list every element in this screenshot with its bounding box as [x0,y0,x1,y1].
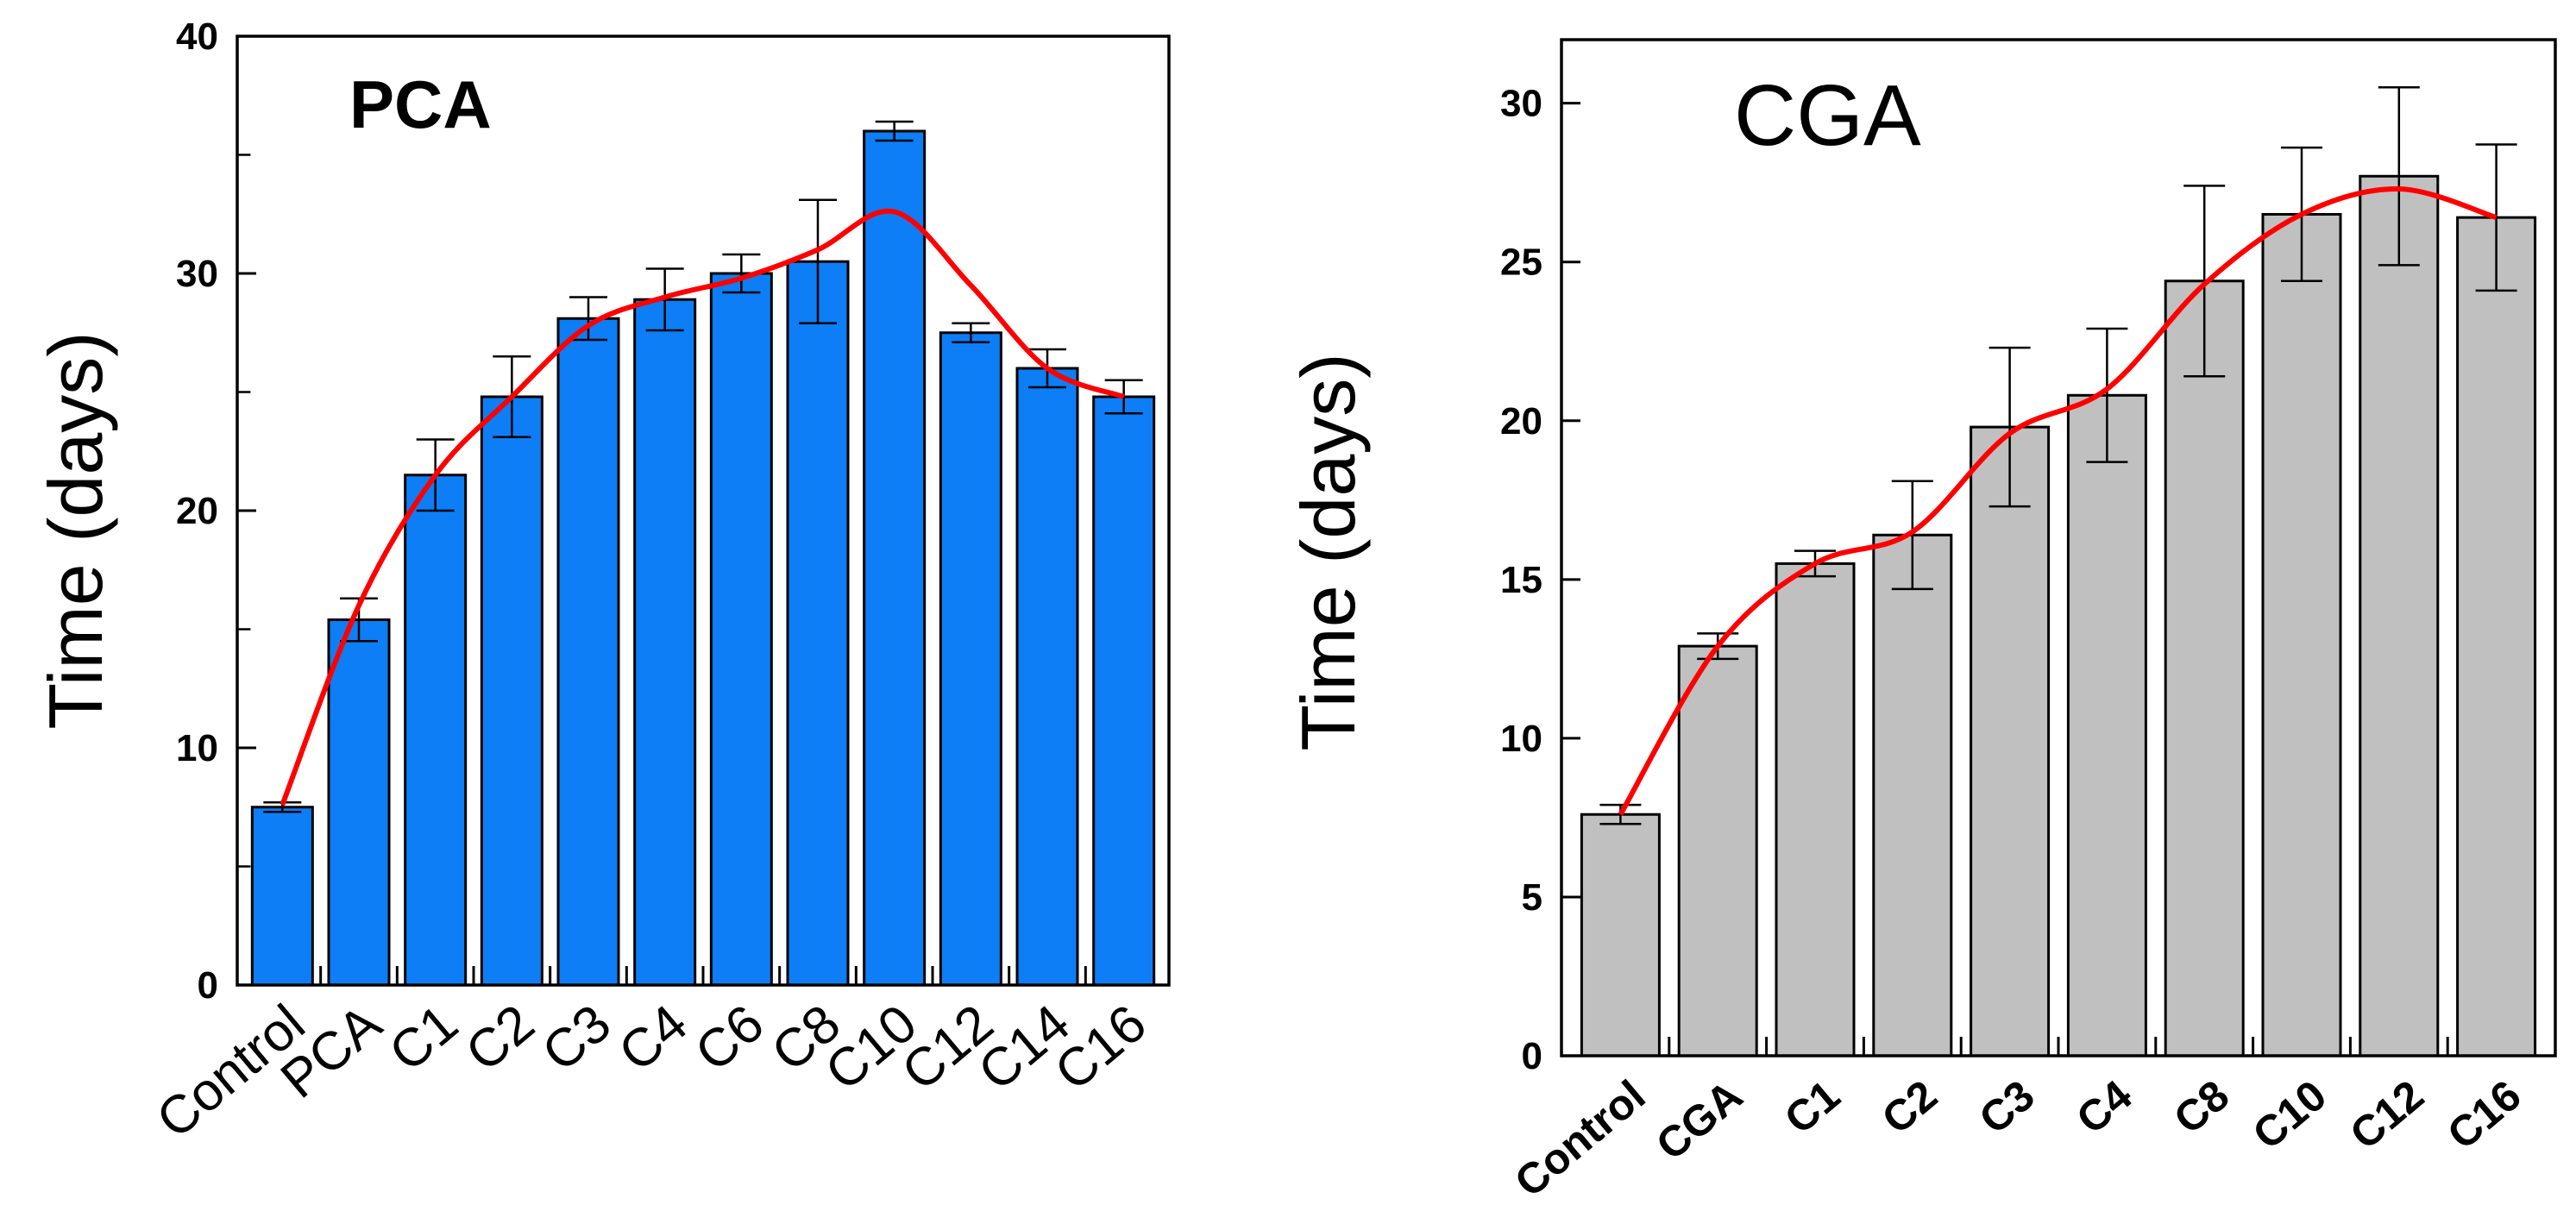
chart-pca: PCA Time (days) 010203040ControlPCAC1C2C… [33,16,1171,1150]
trend-line [1618,186,2497,816]
bar-pca [327,618,391,987]
x-tick-label: C10 [2244,1071,2335,1159]
y-tick-label: 30 [176,253,218,295]
y-tick-label: 0 [198,964,218,1007]
y-tick-label: 20 [1500,400,1542,442]
y-tick-label: 20 [176,490,218,532]
bar-c3 [1970,425,2051,1057]
x-tick-label: C2 [1873,1071,1946,1144]
bar-c1 [1775,562,1856,1057]
bar-c12 [2359,174,2440,1057]
bar-c1 [404,474,468,987]
x-tick-label: C4 [2068,1070,2141,1143]
x-tick-label: C16 [1044,994,1157,1102]
x-tick-label: Control [1505,1071,1654,1207]
chart-title: CGA [1734,67,1921,164]
bar-c3 [556,317,620,987]
bar-c14 [1015,367,1079,987]
y-tick-label: 15 [1500,559,1542,601]
bar-c16 [2456,216,2537,1057]
bar-c8 [786,260,850,987]
bar-control [250,806,314,987]
y-tick-label: 10 [176,727,218,769]
bar-c6 [709,272,773,987]
bar-c2 [1872,533,1953,1057]
bar-control [1580,813,1661,1057]
x-tick-label: C1 [1775,1071,1849,1144]
chart-title: PCA [349,66,492,142]
bar-c4 [2066,393,2147,1057]
y-axis-label: Time (days) [1285,353,1371,750]
y-tick-label: 5 [1522,876,1542,919]
bar-c10 [2261,212,2342,1057]
x-tick-label: CGA [1647,1071,1751,1170]
x-tick-label: C8 [2164,1071,2238,1144]
bar-c4 [633,298,697,987]
bar-c10 [863,129,927,987]
x-tick-label: C3 [1970,1071,2044,1144]
y-tick-label: 30 [1500,83,1542,125]
y-tick-label: 10 [1500,718,1542,760]
y-tick-label: 0 [1522,1035,1542,1077]
x-tick-label: C12 [2341,1071,2433,1159]
bar-cga [1677,644,1758,1057]
trend-line [280,208,1125,806]
bar-c8 [2164,279,2245,1057]
x-tick-label: C16 [2438,1071,2529,1159]
y-axis-label: Time (days) [33,331,118,729]
bar-c2 [480,395,543,987]
bar-c16 [1092,395,1156,987]
bar-c12 [939,331,1002,987]
y-tick-label: 40 [176,16,218,58]
y-tick-label: 25 [1500,242,1542,284]
